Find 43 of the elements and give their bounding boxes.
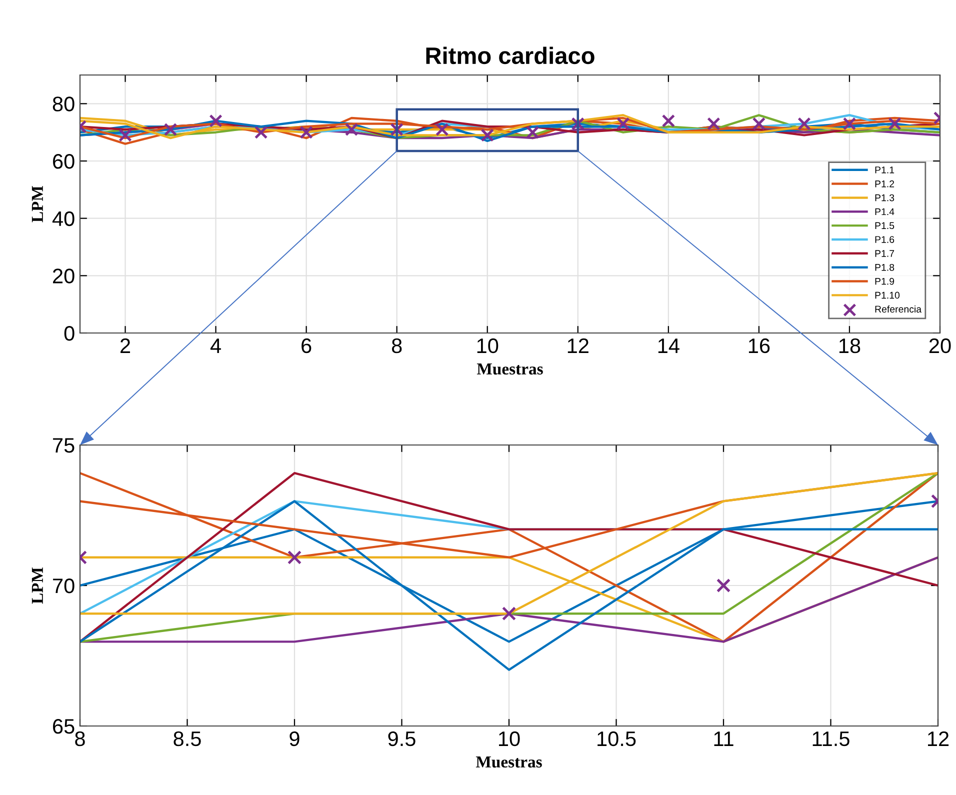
legend-label: P1.6 [875,236,894,243]
x-tick-label: 6 [302,338,312,354]
y-tick-label: 65 [53,719,74,734]
y-tick-label: 60 [53,154,74,169]
y-axis-title: LPM [32,186,43,222]
x-tick-label: 9 [290,731,300,746]
y-tick-label: 20 [53,268,74,284]
legend-label: P1.8 [875,264,894,271]
x-tick-label: 9.5 [388,731,416,746]
legend-label: P1.4 [875,208,894,216]
x-tick-label: 16 [748,338,770,354]
legend-label: Referencia [875,305,922,313]
x-tick-label: 11 [714,732,734,746]
x-tick-label: 8 [75,731,85,746]
x-tick-label: 10.5 [598,731,636,746]
legend-label: P1.5 [875,222,894,230]
legend-label: P1.10 [875,292,900,299]
legend-label: P1.1 [875,166,894,174]
y-axis-title: LPM [32,567,43,604]
y-tick-label: 80 [52,96,74,112]
chart-title: Ritmo cardiaco [426,46,594,64]
x-tick-label: 18 [839,338,860,354]
legend-label: P1.3 [875,194,894,202]
y-tick-label: 70 [53,578,74,594]
x-tick-label: 8 [392,338,402,354]
x-axis-title: Muestras [476,363,543,375]
x-tick-label: 14 [658,338,680,353]
x-tick-label: 20 [929,338,951,354]
x-tick-label: 12 [568,338,588,353]
x-tick-label: 12 [928,731,949,746]
x-axis-title: Muestras [476,756,542,768]
x-tick-label: 4 [210,338,221,353]
x-tick-label: 11.5 [812,732,850,746]
y-tick-label: 75 [53,438,74,453]
legend-label: P1.9 [875,278,894,285]
y-tick-label: 0 [64,326,74,341]
x-tick-label: 10 [477,338,498,354]
legend-label: P1.2 [875,180,894,188]
x-tick-label: 2 [120,338,130,353]
y-tick-label: 40 [52,211,74,226]
legend-label: P1.7 [875,250,894,257]
x-tick-label: 8.5 [174,731,201,746]
x-tick-label: 10 [499,731,520,746]
